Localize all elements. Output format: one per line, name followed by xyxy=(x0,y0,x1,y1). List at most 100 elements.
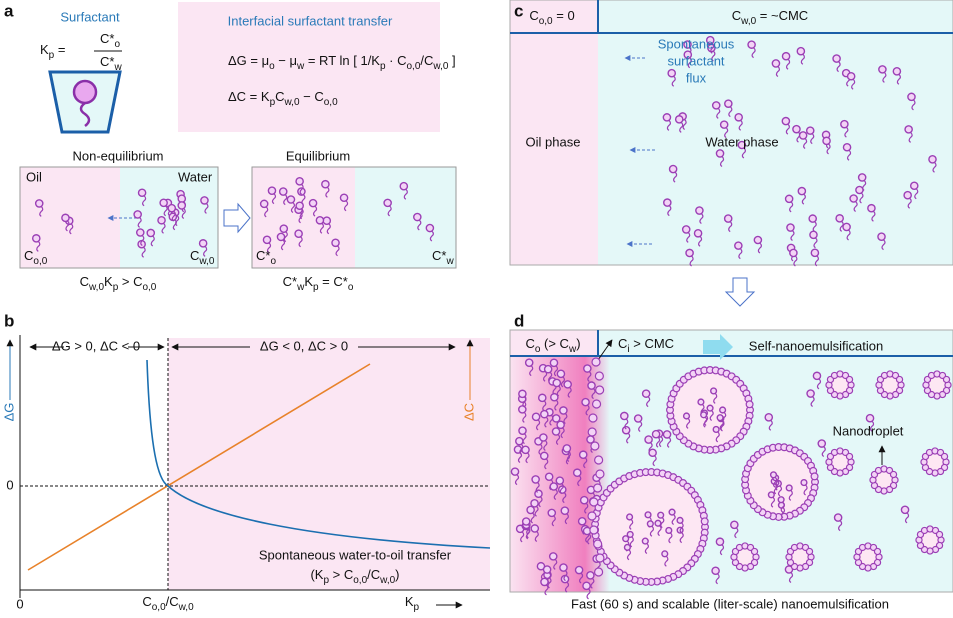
surfactant xyxy=(769,471,778,479)
surfactant xyxy=(784,194,794,204)
surfactant-tail xyxy=(530,512,535,524)
surfactant-tail xyxy=(812,221,817,233)
surfactant-tail xyxy=(171,210,176,222)
text-part: = xyxy=(54,42,65,57)
surfactant xyxy=(711,101,721,110)
axis-label: ΔG xyxy=(1,403,16,422)
surfactant xyxy=(542,565,552,574)
surfactant-tail xyxy=(525,452,530,464)
interface-surfactant xyxy=(589,497,599,507)
arrow xyxy=(223,202,251,234)
surfactant-tail xyxy=(699,213,704,225)
text-part: = C* xyxy=(319,274,348,289)
surfactant-tail xyxy=(36,240,41,252)
pink-region xyxy=(168,338,490,590)
surfactant xyxy=(716,414,724,422)
surfactant-tail xyxy=(775,66,781,77)
nanodroplet xyxy=(830,452,850,472)
surfactant xyxy=(137,188,147,198)
text-part: C xyxy=(275,89,284,104)
label: Self-nanoemulsification xyxy=(749,338,883,353)
surfactant xyxy=(383,198,392,208)
surfactant-tail xyxy=(343,200,349,212)
formula: C*w xyxy=(432,248,454,266)
subscript: p xyxy=(49,50,55,61)
text-part: C xyxy=(80,274,89,289)
flux-label: flux xyxy=(686,70,707,85)
heading: Surfactant xyxy=(60,9,120,24)
surfactant-tail xyxy=(814,255,819,267)
surfactant-tail xyxy=(140,235,145,247)
surfactant xyxy=(540,409,549,419)
subscript: o xyxy=(269,61,275,72)
surfactant xyxy=(904,125,913,134)
axis-label: Kp xyxy=(405,594,420,612)
region-label: ΔG > 0, ΔC < 0 xyxy=(52,338,140,353)
tick-label: 0 xyxy=(6,477,13,492)
interface-surfactant xyxy=(589,525,599,535)
surfactant-tail xyxy=(853,201,858,213)
surfactant xyxy=(654,519,662,527)
surfactant-tail xyxy=(711,50,716,62)
interface-surfactant xyxy=(594,371,604,381)
surfactant xyxy=(551,414,561,423)
surfactant xyxy=(777,496,785,504)
surfactant xyxy=(646,520,654,528)
surfactant-tail xyxy=(264,206,269,218)
surfactant xyxy=(34,199,44,208)
surfactant-tail xyxy=(780,507,786,519)
surfactant-tail xyxy=(689,255,694,267)
subscript: w,0 xyxy=(88,282,104,293)
surfactant xyxy=(560,506,570,516)
surfactant xyxy=(297,187,306,196)
oil-header xyxy=(510,330,598,356)
surfactant xyxy=(262,235,272,245)
surfactant xyxy=(798,131,808,140)
surfactant-tail xyxy=(715,573,720,585)
subscript: w,0 xyxy=(178,602,194,613)
surfactant-tail xyxy=(544,458,549,470)
surfactant-tail xyxy=(553,489,558,501)
text-part: C* xyxy=(100,54,114,69)
surfactant-tail xyxy=(716,107,721,119)
surfactant xyxy=(808,214,818,223)
surfactant-tail xyxy=(542,400,547,412)
surfactant-tail xyxy=(549,414,554,426)
surfactant-tail xyxy=(583,457,588,469)
surfactant-tail xyxy=(657,525,662,537)
formula: C*w xyxy=(100,54,122,72)
surfactant-tail xyxy=(564,513,569,525)
formula: Kp = xyxy=(40,42,65,60)
surfactant-tail xyxy=(679,532,684,544)
surfactant xyxy=(867,203,876,213)
surfactant-tail xyxy=(560,427,565,439)
interface-surfactant xyxy=(593,539,603,549)
surfactant-tail xyxy=(709,410,714,422)
surfactant-tail xyxy=(39,205,44,217)
droplet-shell xyxy=(942,375,951,384)
surfactant-tail xyxy=(560,376,566,388)
label: Water xyxy=(178,169,213,184)
surfactant-head xyxy=(72,79,98,105)
surfactant xyxy=(521,517,531,526)
surfactant xyxy=(331,238,340,248)
interface-surfactant xyxy=(591,357,601,367)
droplet-shell xyxy=(940,452,949,461)
surfactant xyxy=(724,99,733,108)
surfactant xyxy=(764,412,774,422)
surfactant xyxy=(579,495,589,505)
water-region xyxy=(598,0,953,265)
formula: C*o xyxy=(256,248,276,266)
surfactant xyxy=(587,381,596,390)
surfactant xyxy=(626,530,634,539)
surfactant xyxy=(846,71,856,81)
surfactant-tail xyxy=(800,53,805,65)
surfactant xyxy=(909,181,919,191)
surfactant-tail xyxy=(908,131,913,143)
surfactant-tail xyxy=(751,47,756,59)
surfactant xyxy=(551,427,561,436)
text-part: = 0 xyxy=(553,8,575,23)
surfactant-tail xyxy=(871,210,876,222)
surfactant-tail xyxy=(728,221,733,233)
surfactant xyxy=(657,511,665,519)
